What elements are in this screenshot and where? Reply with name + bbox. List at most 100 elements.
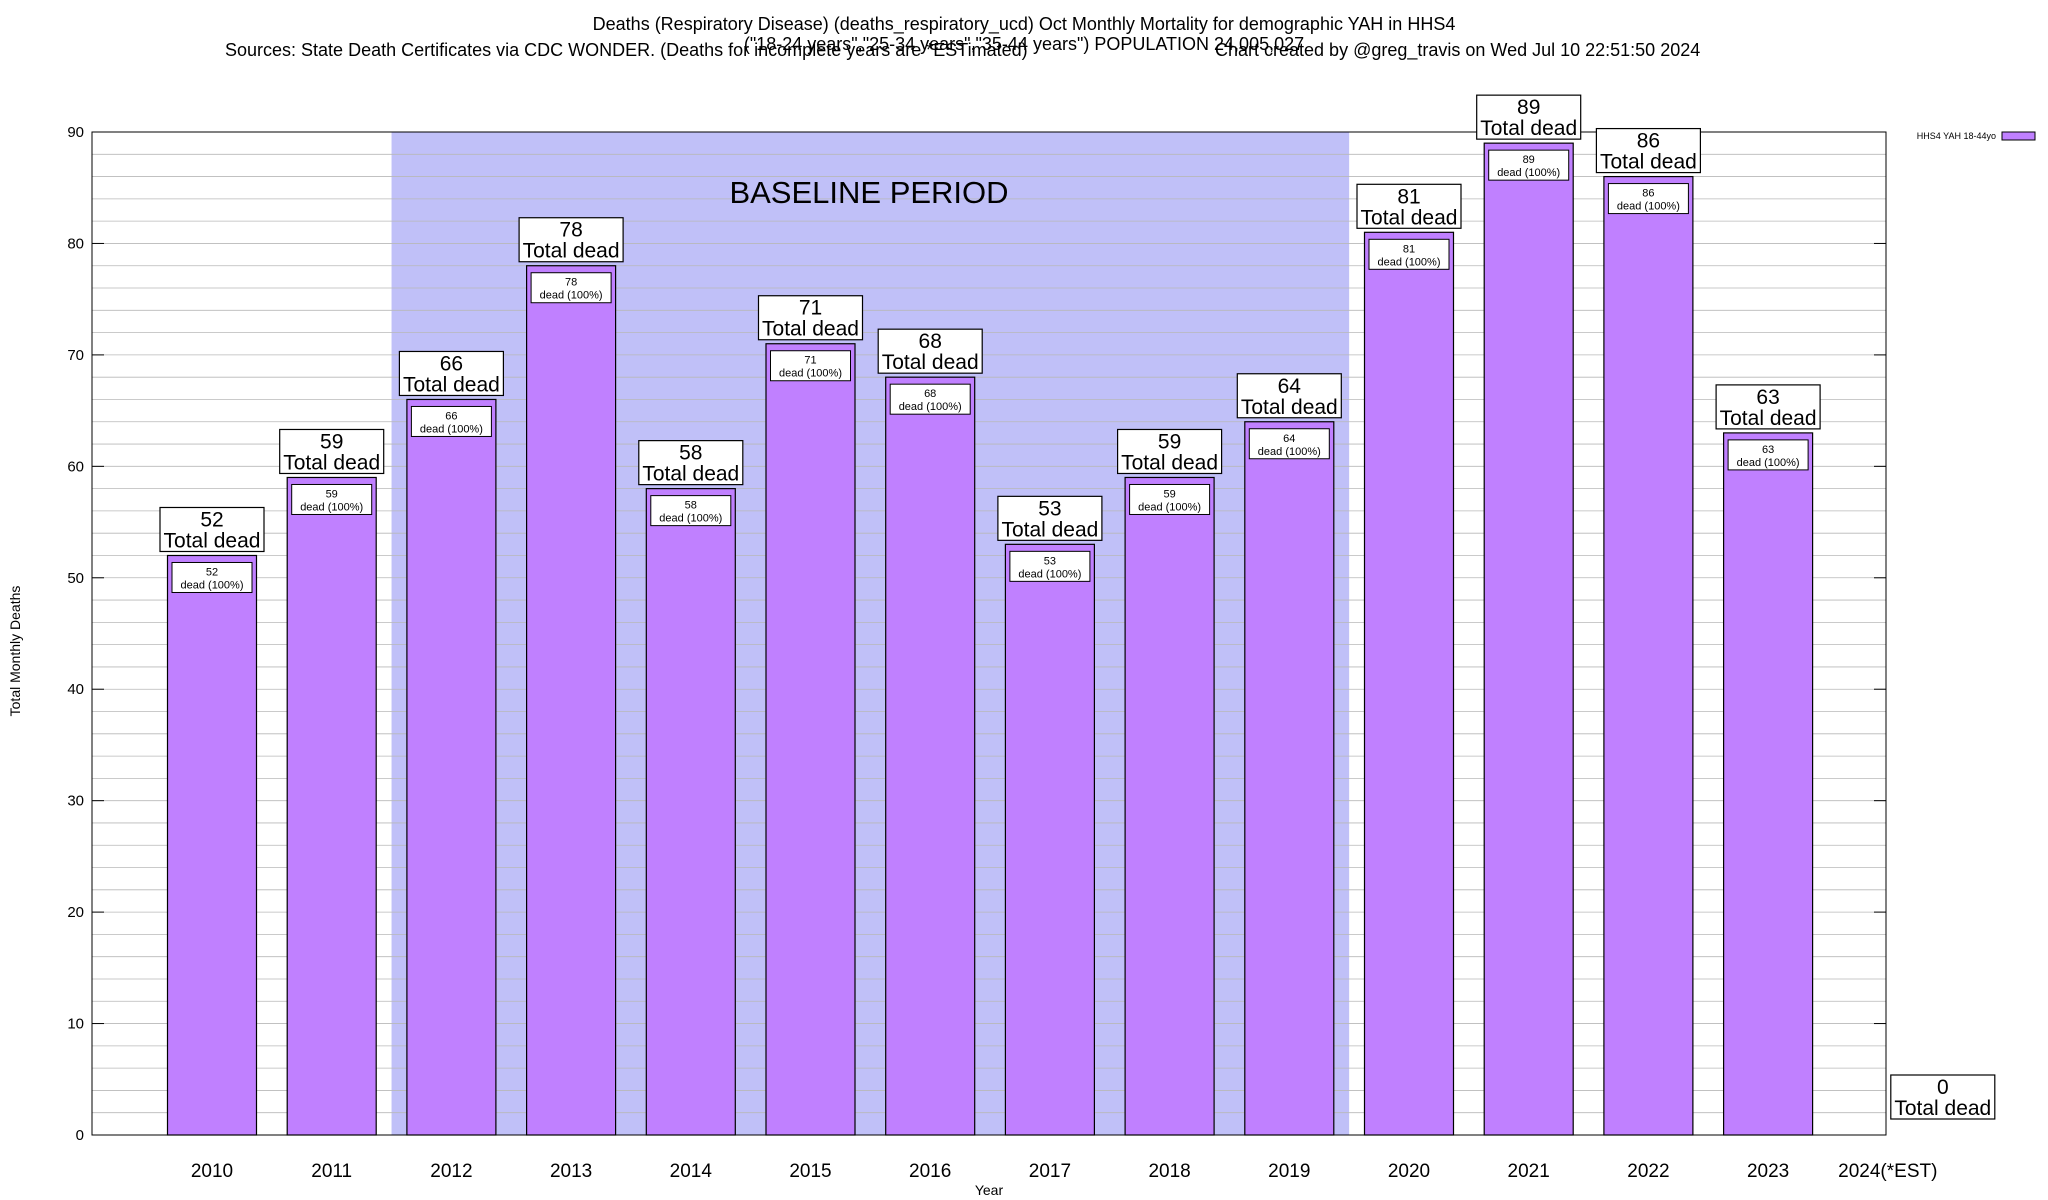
total-dead-label: Total dead <box>1001 518 1098 541</box>
inner-label-box <box>650 495 732 527</box>
inner-value-label: 63 <box>1762 444 1774 456</box>
inner-value-label: 81 <box>1403 243 1415 255</box>
x-tick-label: 2019 <box>1268 1161 1310 1182</box>
total-label-box <box>877 328 983 374</box>
inner-value-label: 78 <box>565 277 577 289</box>
inner-percent-label: dead (100%) <box>181 579 244 591</box>
total-dead-label: Total dead <box>1720 407 1817 430</box>
total-dead-label: Total dead <box>283 451 380 474</box>
y-tick-label: 60 <box>67 458 84 475</box>
inner-label-box <box>770 350 851 382</box>
total-label-box <box>997 495 1103 541</box>
inner-percent-label: dead (100%) <box>1018 568 1081 580</box>
x-tick-label: 2014 <box>670 1161 713 1182</box>
total-dead-label: Total dead <box>1241 396 1338 419</box>
total-label-box <box>1236 373 1342 419</box>
total-label-box <box>1356 183 1462 229</box>
x-tick-label: 2017 <box>1029 1161 1071 1182</box>
x-tick-label: 2023 <box>1747 1161 1789 1182</box>
bar <box>1483 142 1574 1136</box>
total-label-box <box>279 428 385 475</box>
total-dead-label: Total dead <box>642 463 739 486</box>
inner-value-label: 64 <box>1283 433 1295 445</box>
total-label-box <box>1116 428 1223 475</box>
inner-value-label: 52 <box>206 566 218 578</box>
inner-value-label: 68 <box>924 388 936 400</box>
inner-label-box <box>1727 439 1809 471</box>
total-label-box <box>1715 384 1821 430</box>
x-tick-label: 2010 <box>191 1161 233 1182</box>
total-value-label: 66 <box>440 352 463 375</box>
inner-label-box <box>410 405 492 437</box>
inner-value-label: 58 <box>685 500 697 512</box>
total-value-label: 89 <box>1517 96 1540 119</box>
inner-label-box <box>1129 483 1211 515</box>
inner-percent-label: dead (100%) <box>1138 501 1201 513</box>
inner-label-box <box>1368 238 1450 270</box>
x-tick-label: 2022 <box>1627 1161 1669 1182</box>
inner-percent-label: dead (100%) <box>420 423 483 435</box>
inner-percent-label: dead (100%) <box>1497 167 1560 179</box>
inner-percent-label: dead (100%) <box>1378 256 1441 268</box>
inner-label-box <box>1607 183 1689 215</box>
total-dead-label: Total dead <box>882 351 979 374</box>
total-value-label: 59 <box>320 430 343 453</box>
x-tick-label: 2020 <box>1388 1161 1430 1182</box>
inner-value-label: 86 <box>1642 188 1654 200</box>
inner-label-box <box>889 383 971 415</box>
bar <box>286 476 377 1136</box>
inner-percent-label: dead (100%) <box>1737 457 1800 469</box>
inner-value-label: 59 <box>326 488 338 500</box>
total-label-box <box>1476 94 1582 140</box>
inner-percent-label: dead (100%) <box>659 513 722 525</box>
total-value-label: 0 <box>1937 1076 1949 1099</box>
x-tick-label: 2021 <box>1508 1161 1550 1182</box>
inner-value-label: 71 <box>804 355 816 367</box>
y-tick-label: 90 <box>67 124 84 141</box>
x-tick-label: 2013 <box>550 1161 592 1182</box>
total-value-label: 58 <box>679 442 702 465</box>
bar <box>885 376 976 1136</box>
inner-value-label: 59 <box>1163 488 1175 500</box>
y-tick-label: 40 <box>67 681 84 698</box>
total-label-box <box>638 440 744 486</box>
total-dead-label: Total dead <box>1894 1097 1991 1120</box>
total-value-label: 64 <box>1278 375 1302 398</box>
total-dead-label: Total dead <box>523 240 620 263</box>
y-tick-label: 80 <box>67 235 84 252</box>
total-label-box <box>1595 127 1702 174</box>
chart-credit: Chart created by @greg_travis on Wed Jul… <box>1215 40 1701 60</box>
plot-frame <box>91 131 1887 1136</box>
x-tick-label: 2011 <box>311 1161 352 1182</box>
y-tick-label: 50 <box>67 570 84 587</box>
x-tick-label: 2015 <box>789 1161 831 1182</box>
inner-label-box <box>291 483 373 515</box>
total-label-box <box>757 295 864 341</box>
total-value-label: 59 <box>1158 430 1181 453</box>
total-value-label: 78 <box>559 219 582 242</box>
chart-subtitle: ("18-24 years","25-34 years","35-44 year… <box>743 34 1305 54</box>
x-tick-label: 2012 <box>430 1161 472 1182</box>
total-label-box <box>1890 1074 1996 1120</box>
inner-label-box <box>1488 149 1570 181</box>
total-label-box <box>398 350 504 397</box>
total-dead-label: Total dead <box>1480 117 1577 140</box>
chart-sources: Sources: State Death Certificates via CD… <box>225 40 1028 60</box>
chart-title: Deaths (Respiratory Disease) (deaths_res… <box>592 14 1456 34</box>
inner-label-box <box>1248 428 1330 460</box>
inner-percent-label: dead (100%) <box>1617 201 1680 213</box>
total-value-label: 81 <box>1397 185 1420 208</box>
total-dead-label: Total dead <box>762 318 859 341</box>
inner-label-box <box>530 272 612 304</box>
inner-label-box <box>1009 550 1091 582</box>
total-dead-label: Total dead <box>1361 206 1458 229</box>
total-value-label: 52 <box>200 508 223 531</box>
inner-value-label: 66 <box>445 410 457 422</box>
total-dead-label: Total dead <box>403 373 500 396</box>
inner-percent-label: dead (100%) <box>899 401 962 413</box>
bar <box>1004 543 1096 1136</box>
y-tick-label: 10 <box>67 1016 84 1033</box>
bar <box>1244 421 1335 1136</box>
inner-percent-label: dead (100%) <box>300 501 363 513</box>
y-tick-label: 20 <box>67 904 84 921</box>
